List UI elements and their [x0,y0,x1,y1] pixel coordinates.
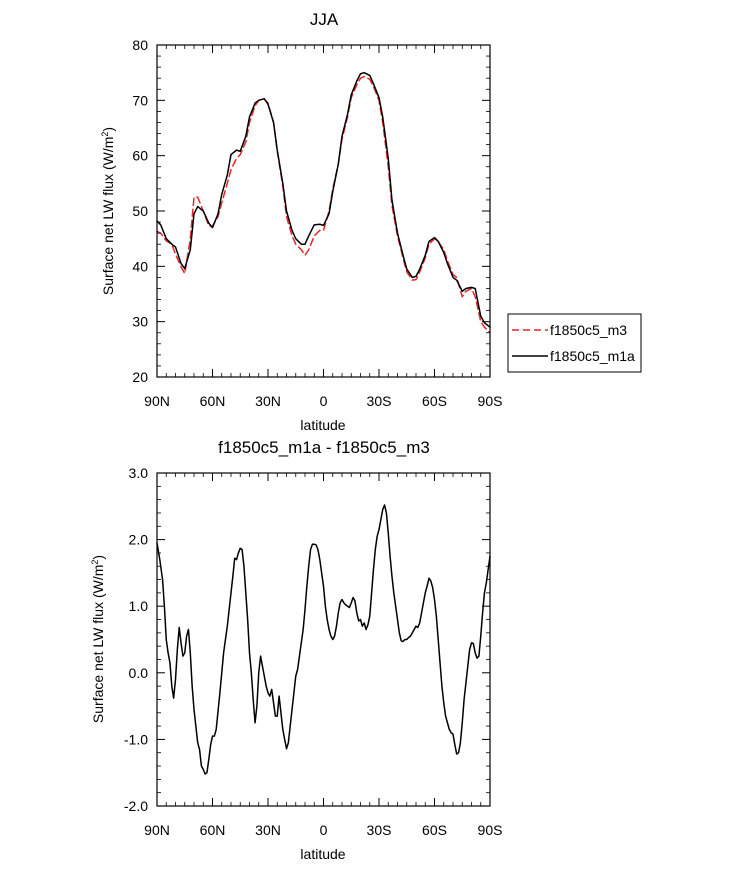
legend-box [507,313,642,373]
top-chart-xtick-label: 90N [144,393,170,409]
top-chart-ylabel-close: ) [100,127,116,132]
top-chart-ytick-label: 80 [132,37,148,53]
top-chart-xtick-label: 60N [200,393,226,409]
top-chart-panel: JJA 90N 60N 30N 0 30S 60S 90S 20 30 40 50 60 70 80 la… [100,10,502,433]
top-chart-ylabel-main: Surface net LW flux (W/m [100,137,116,295]
top-chart-ytick-label: 40 [132,258,148,274]
bottom-chart-xtick-label: 30S [367,822,392,838]
top-chart-xlabel: latitude [300,417,345,433]
top-chart-ytick-label: 50 [132,203,148,219]
top-chart-series-line-f1850c5_m1a [156,71,491,328]
top-chart-xtick-label: 0 [320,393,328,409]
top-chart-xtick-label: 60S [422,393,447,409]
top-chart-ylabel: Surface net LW flux (W/m2) [100,127,116,295]
bottom-chart-plot-frame [156,472,491,807]
bottom-chart-ylabel-close: ) [90,555,106,560]
top-chart-ytick-label: 20 [132,369,148,385]
top-chart-title: JJA [310,10,339,29]
bottom-chart-xlabel: latitude [300,846,345,862]
bottom-chart-ylabel: Surface net LW flux (W/m2) [90,555,106,723]
top-chart-series-line-f1850c5_m3 [156,75,491,334]
bottom-chart-xtick-label: 90S [478,822,503,838]
top-chart-xtick-label: 30S [367,393,392,409]
bottom-chart-xtick-label: 60N [200,822,226,838]
bottom-chart-ytick-label: -1.0 [124,731,148,747]
bottom-chart-ylabel-main: Surface net LW flux (W/m [90,565,106,723]
bottom-chart-series-line-series-0 [156,504,491,775]
legend-label-f1850c5_m3: f1850c5_m3 [550,322,627,338]
top-chart-xtick-label: 90S [478,393,503,409]
top-chart-ytick-label: 30 [132,314,148,330]
top-chart-ytick-label: 70 [132,92,148,108]
bottom-chart-xtick-label: 0 [320,822,328,838]
legend: f1850c5_m3 f1850c5_m1a [507,313,642,373]
bottom-chart-ylabel-sup: 2 [90,560,100,565]
bottom-chart-xtick-label: 30N [255,822,281,838]
top-chart-plot-frame [156,44,491,378]
bottom-chart-ytick-label: 3.0 [129,465,149,481]
bottom-chart-ytick-label: 0.0 [129,665,149,681]
bottom-chart-ytick-label: 1.0 [129,598,149,614]
bottom-chart-xtick-label: 60S [422,822,447,838]
bottom-chart-panel: f1850c5_m1a - f1850c5_m3 90N 60N 30N 0 30S 60… [90,438,502,862]
bottom-chart-ytick-label: 2.0 [129,532,149,548]
bottom-chart-ytick-label: -2.0 [124,798,148,814]
top-chart-ylabel-sup: 2 [100,132,110,137]
top-chart-ytick-label: 60 [132,148,148,164]
legend-label-f1850c5_m1a: f1850c5_m1a [550,348,635,364]
top-chart-xtick-label: 30N [255,393,281,409]
bottom-chart-title: f1850c5_m1a - f1850c5_m3 [218,438,430,457]
bottom-chart-xtick-label: 90N [144,822,170,838]
